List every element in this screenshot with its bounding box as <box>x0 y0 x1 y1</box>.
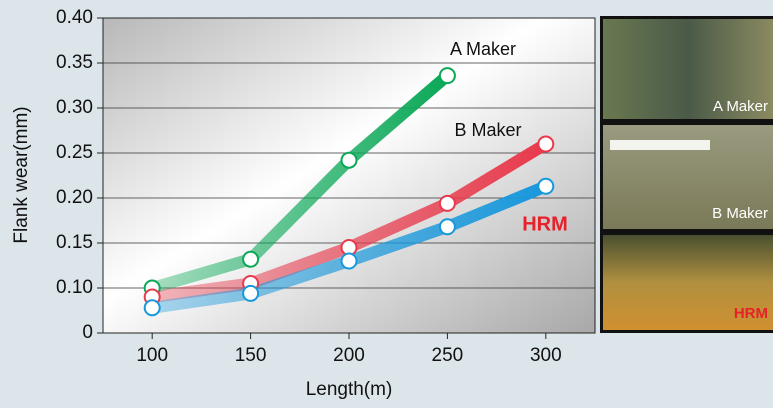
photo-label: A Maker <box>713 98 768 115</box>
series-label: B Maker <box>454 120 521 140</box>
point <box>538 137 553 152</box>
y-tick-label: 0.30 <box>56 97 93 118</box>
point <box>538 179 553 194</box>
y-tick-label: 0.35 <box>56 52 93 73</box>
y-axis-label: Flank wear(mm) <box>11 106 32 243</box>
x-tick-label: 100 <box>136 345 168 366</box>
x-axis-label: Length(m) <box>306 379 393 400</box>
x-tick-label: 150 <box>235 345 267 366</box>
point <box>440 219 455 234</box>
y-tick-label: 0.40 <box>56 7 93 28</box>
x-tick-label: 300 <box>530 345 562 366</box>
point <box>243 252 258 267</box>
y-tick-label: 0.15 <box>56 232 93 253</box>
point <box>342 254 357 269</box>
chart: A Maker B Maker HRM Flank wear(mm) Lengt… <box>0 0 773 408</box>
point <box>342 153 357 168</box>
photos: A Maker B Maker HRM <box>600 16 773 333</box>
series-label: A Maker <box>450 39 516 59</box>
y-tick-label: 0.10 <box>56 277 93 298</box>
point <box>440 196 455 211</box>
y-tick-label: 0 <box>82 322 93 343</box>
point <box>440 68 455 83</box>
series-label: HRM <box>522 213 568 235</box>
y-tick-label: 0.25 <box>56 142 93 163</box>
y-tick-label: 0.20 <box>56 187 93 208</box>
photo-label: HRM <box>734 305 768 322</box>
x-tick-label: 250 <box>432 345 464 366</box>
x-tick-label: 200 <box>333 345 365 366</box>
point <box>243 286 258 301</box>
point <box>145 300 160 315</box>
photo-label: B Maker <box>712 205 768 222</box>
